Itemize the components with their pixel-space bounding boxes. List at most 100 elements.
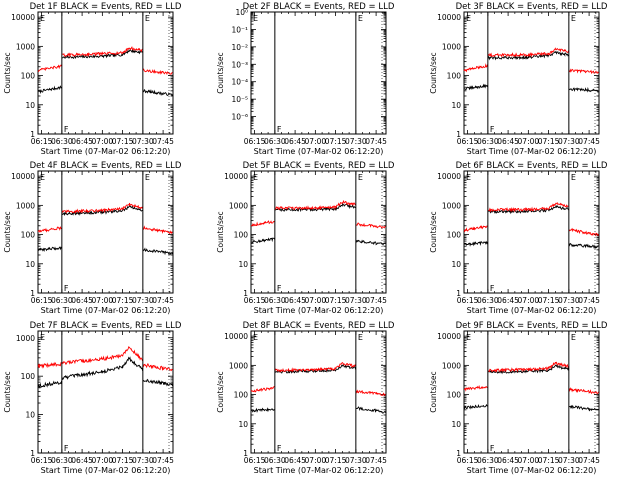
- x-tick-label: 07:15: [112, 296, 134, 305]
- event-marker-label: E: [253, 333, 258, 342]
- detector-panel-5: Det 5F BLACK = Events, RED = LLD 1 10 100 10…: [216, 161, 395, 315]
- x-tick-label: 06:45: [497, 296, 519, 305]
- y-tick-label: 10000: [224, 172, 248, 181]
- y-tick-label: 10⁻²: [231, 43, 248, 52]
- x-tick-label: 07:45: [152, 296, 174, 305]
- x-tick-label: 06:30: [477, 456, 499, 465]
- x-tick-label: 07:30: [132, 296, 154, 305]
- event-marker-label: E: [358, 14, 363, 23]
- event-marker-label: F: [277, 284, 282, 293]
- y-tick-label: 100: [447, 391, 462, 400]
- y-axis-label: Counts/sec: [3, 52, 12, 93]
- x-tick-label: 06:30: [51, 137, 73, 146]
- rate-series-line: [463, 361, 599, 395]
- event-marker-label: E: [466, 173, 471, 182]
- x-tick-label: 07:30: [558, 137, 580, 146]
- y-tick-label: 10⁻¹: [231, 25, 248, 34]
- y-tick-label: 1: [456, 130, 461, 139]
- x-tick-label: 07:15: [538, 456, 560, 465]
- x-tick-label: 06:15: [31, 137, 53, 146]
- x-tick-label: 07:00: [518, 456, 540, 465]
- y-tick-label: 1: [243, 289, 248, 298]
- y-axis-label: Counts/sec: [429, 52, 438, 93]
- x-tick-label: 06:15: [244, 296, 266, 305]
- x-tick-label: 06:45: [284, 137, 306, 146]
- event-marker-label: E: [145, 333, 150, 342]
- event-marker-label: F: [490, 284, 495, 293]
- rate-series-line: [250, 199, 386, 230]
- x-tick-label: 07:45: [578, 456, 600, 465]
- x-tick-label: 07:15: [325, 456, 347, 465]
- rate-series-line: [37, 346, 173, 372]
- y-tick-label: 10: [451, 101, 461, 110]
- y-tick-label: 10: [25, 411, 35, 420]
- detector-panel-6: Det 6F BLACK = Events, RED = LLD 1 10 100 10…: [429, 161, 608, 315]
- plot-frame: [250, 330, 387, 454]
- plot-frame: [463, 330, 600, 454]
- x-axis-label: Start Time (07-Mar-02 06:12:20): [467, 306, 597, 315]
- x-axis-label: Start Time (07-Mar-02 06:12:20): [467, 147, 597, 156]
- y-tick-label: 10: [451, 420, 461, 429]
- y-tick-label: 10000: [437, 13, 461, 22]
- y-tick-label: 1000: [442, 42, 461, 51]
- x-tick-label: 07:30: [558, 456, 580, 465]
- detector-panel-3: Det 3F BLACK = Events, RED = LLD 1 10 100 10…: [429, 2, 608, 156]
- x-tick-label: 06:30: [477, 137, 499, 146]
- panel-title: Det 5F BLACK = Events, RED = LLD: [243, 161, 395, 171]
- x-axis-label: Start Time (07-Mar-02 06:12:20): [254, 306, 384, 315]
- event-marker-label: F: [64, 125, 69, 134]
- x-tick-label: 07:45: [152, 456, 174, 465]
- rate-series-line: [37, 202, 173, 235]
- x-tick-label: 06:15: [457, 137, 479, 146]
- y-tick-label: 1000: [229, 201, 248, 210]
- x-tick-label: 07:30: [558, 296, 580, 305]
- y-tick-label: 10⁻⁴: [231, 78, 248, 87]
- rate-series-line: [250, 361, 386, 397]
- event-marker-label: E: [358, 173, 363, 182]
- plot-frame: [37, 330, 174, 454]
- rate-series-line: [37, 48, 173, 97]
- x-tick-label: 07:00: [92, 456, 114, 465]
- x-tick-label: 07:00: [305, 137, 327, 146]
- x-tick-label: 07:15: [325, 137, 347, 146]
- x-axis-label: Start Time (07-Mar-02 06:12:20): [41, 147, 171, 156]
- x-tick-label: 07:30: [345, 137, 367, 146]
- detector-panel-1: Det 1F BLACK = Events, RED = LLD 1 10 100 10…: [3, 2, 182, 156]
- x-tick-label: 06:45: [71, 456, 93, 465]
- x-tick-label: 07:00: [92, 137, 114, 146]
- y-tick-label: 1: [456, 449, 461, 458]
- x-tick-label: 07:45: [365, 137, 387, 146]
- y-tick-label: 10000: [437, 172, 461, 181]
- x-tick-label: 07:15: [325, 296, 347, 305]
- y-tick-label: 1000: [442, 361, 461, 370]
- event-marker-label: F: [490, 125, 495, 134]
- x-tick-label: 07:45: [365, 296, 387, 305]
- y-tick-label: 100: [234, 391, 249, 400]
- x-tick-label: 07:00: [518, 137, 540, 146]
- x-tick-label: 06:30: [264, 296, 286, 305]
- y-axis-label: Counts/sec: [216, 211, 225, 252]
- x-tick-label: 06:30: [264, 137, 286, 146]
- y-tick-label: 100: [21, 231, 36, 240]
- event-marker-label: E: [571, 333, 576, 342]
- event-marker-label: E: [466, 14, 471, 23]
- x-tick-label: 07:45: [152, 137, 174, 146]
- event-marker-label: F: [277, 125, 282, 134]
- y-tick-label: 10: [238, 420, 248, 429]
- y-tick-label: 1000: [16, 334, 35, 343]
- detector-panel-9: Det 9F BLACK = Events, RED = LLD 1 10 100 10…: [429, 321, 608, 475]
- panel-title: Det 7F BLACK = Events, RED = LLD: [30, 321, 182, 331]
- y-tick-label: 100: [21, 72, 36, 81]
- event-marker-label: E: [40, 14, 45, 23]
- x-tick-label: 07:30: [345, 296, 367, 305]
- y-tick-label: 100: [447, 231, 462, 240]
- x-tick-label: 07:15: [112, 456, 134, 465]
- x-axis-label: Start Time (07-Mar-02 06:12:20): [41, 466, 171, 475]
- x-tick-label: 06:15: [457, 296, 479, 305]
- y-tick-label: 1000: [442, 201, 461, 210]
- rate-series-line: [463, 51, 599, 93]
- y-tick-label: 1: [456, 289, 461, 298]
- rate-series-line: [463, 204, 599, 250]
- plot-frame: [37, 170, 174, 294]
